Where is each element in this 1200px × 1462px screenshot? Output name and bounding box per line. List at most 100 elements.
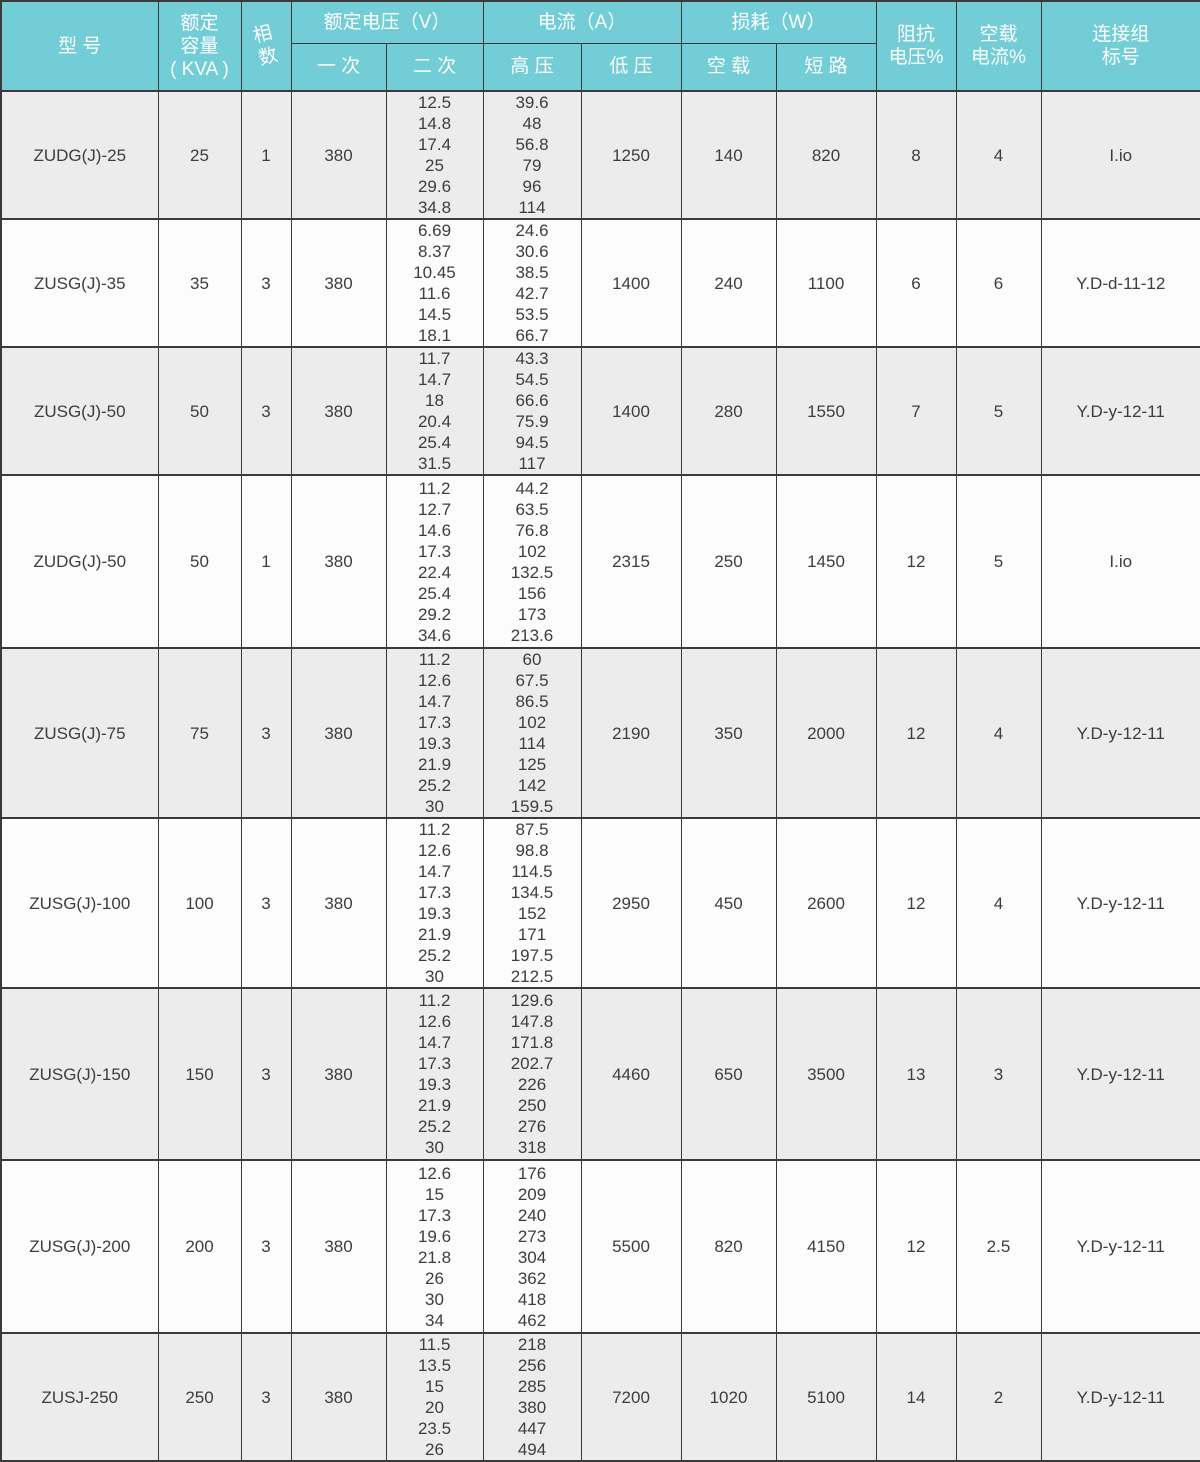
- header-impedance-voltage: 阻抗 电压%: [875, 0, 957, 92]
- impedance-voltage-cell: 13: [875, 987, 957, 1161]
- impedance-voltage-cell: 14: [875, 1332, 957, 1462]
- table-row: ZUDG(J)-25 25 1 380 12.5 14.8 17.4 25 29.6 3…: [0, 90, 1200, 220]
- noload-current-cell: 5: [955, 346, 1042, 476]
- connection-cell: I.io: [1040, 90, 1200, 220]
- model-cell: ZUSG(J)-100: [0, 817, 159, 989]
- connection-cell: Y.D-y-12-11: [1040, 987, 1200, 1161]
- model-cell: ZUDG(J)-50: [0, 474, 159, 649]
- table-row: ZUSG(J)-50 50 3 380 11.7 14.7 18 20.4 25.4 3…: [0, 346, 1200, 476]
- phase-cell: 3: [240, 346, 292, 476]
- short-loss-cell: 820: [775, 90, 877, 220]
- header-current-hv: 高 压: [482, 42, 582, 92]
- noload-current-cell: 6: [955, 218, 1042, 348]
- lv-current-cell: 1250: [580, 90, 682, 220]
- secondary-voltage-cell: 11.2 12.6 14.7 17.3 19.3 21.9 25.2 30: [385, 647, 484, 819]
- lv-current-cell: 2950: [580, 817, 682, 989]
- phase-cell: 3: [240, 1332, 292, 1462]
- header-voltage-primary: 一 次: [290, 42, 387, 92]
- capacity-cell: 150: [157, 987, 242, 1161]
- noload-loss-cell: 820: [680, 1159, 777, 1334]
- phase-cell: 1: [240, 474, 292, 649]
- noload-loss-cell: 650: [680, 987, 777, 1161]
- secondary-voltage-cell: 11.2 12.6 14.7 17.3 19.3 21.9 25.2 30: [385, 987, 484, 1161]
- hv-current-cell: 60 67.5 86.5 102 114 125 142 159.5: [482, 647, 582, 819]
- primary-voltage-cell: 380: [290, 1159, 387, 1334]
- noload-loss-cell: 140: [680, 90, 777, 220]
- phase-cell: 3: [240, 647, 292, 819]
- header-current-group: 电流（A）: [482, 0, 682, 44]
- phase-cell: 3: [240, 218, 292, 348]
- short-loss-cell: 1550: [775, 346, 877, 476]
- secondary-voltage-cell: 11.7 14.7 18 20.4 25.4 31.5: [385, 346, 484, 476]
- table-row: ZUSJ-250 250 3 380 11.5 13.5 15 20 23.5 26 21…: [0, 1332, 1200, 1462]
- phase-cell: 3: [240, 817, 292, 989]
- header-capacity: 额定 容量 ( KVA ): [157, 0, 242, 92]
- table-body: ZUDG(J)-25 25 1 380 12.5 14.8 17.4 25 29.6 3…: [0, 90, 1200, 1462]
- lv-current-cell: 4460: [580, 987, 682, 1161]
- secondary-voltage-cell: 11.5 13.5 15 20 23.5 26: [385, 1332, 484, 1462]
- model-cell: ZUSG(J)-50: [0, 346, 159, 476]
- impedance-voltage-cell: 12: [875, 474, 957, 649]
- primary-voltage-cell: 380: [290, 346, 387, 476]
- noload-loss-cell: 1020: [680, 1332, 777, 1462]
- connection-cell: Y.D-d-11-12: [1040, 218, 1200, 348]
- table-row: ZUSG(J)-200 200 3 380 12.6 15 17.3 19.6 21.8…: [0, 1159, 1200, 1334]
- short-loss-cell: 3500: [775, 987, 877, 1161]
- capacity-cell: 35: [157, 218, 242, 348]
- short-loss-cell: 1100: [775, 218, 877, 348]
- noload-current-cell: 3: [955, 987, 1042, 1161]
- impedance-voltage-cell: 12: [875, 1159, 957, 1334]
- capacity-cell: 50: [157, 474, 242, 649]
- primary-voltage-cell: 380: [290, 647, 387, 819]
- secondary-voltage-cell: 6.69 8.37 10.45 11.6 14.5 18.1: [385, 218, 484, 348]
- lv-current-cell: 1400: [580, 346, 682, 476]
- noload-loss-cell: 450: [680, 817, 777, 989]
- short-loss-cell: 5100: [775, 1332, 877, 1462]
- phase-cell: 3: [240, 1159, 292, 1334]
- model-cell: ZUSG(J)-35: [0, 218, 159, 348]
- connection-cell: Y.D-y-12-11: [1040, 346, 1200, 476]
- header-rated-voltage-group: 额定电压（V）: [290, 0, 484, 44]
- noload-current-cell: 4: [955, 817, 1042, 989]
- capacity-cell: 75: [157, 647, 242, 819]
- secondary-voltage-cell: 12.5 14.8 17.4 25 29.6 34.8: [385, 90, 484, 220]
- hv-current-cell: 129.6 147.8 171.8 202.7 226 250 276 318: [482, 987, 582, 1161]
- model-cell: ZUSG(J)-150: [0, 987, 159, 1161]
- noload-current-cell: 5: [955, 474, 1042, 649]
- lv-current-cell: 2315: [580, 474, 682, 649]
- hv-current-cell: 44.2 63.5 76.8 102 132.5 156 173 213.6: [482, 474, 582, 649]
- header-loss-short: 短 路: [775, 42, 877, 92]
- capacity-cell: 50: [157, 346, 242, 476]
- primary-voltage-cell: 380: [290, 90, 387, 220]
- noload-loss-cell: 350: [680, 647, 777, 819]
- connection-cell: Y.D-y-12-11: [1040, 647, 1200, 819]
- header-model: 型 号: [0, 0, 159, 92]
- secondary-voltage-cell: 12.6 15 17.3 19.6 21.8 26 30 34: [385, 1159, 484, 1334]
- table-row: ZUSG(J)-35 35 3 380 6.69 8.37 10.45 11.6 14.…: [0, 218, 1200, 348]
- phase-cell: 1: [240, 90, 292, 220]
- hv-current-cell: 24.6 30.6 38.5 42.7 53.5 66.7: [482, 218, 582, 348]
- table-row: ZUSG(J)-100 100 3 380 11.2 12.6 14.7 17.3 19…: [0, 817, 1200, 989]
- lv-current-cell: 5500: [580, 1159, 682, 1334]
- header-phase-label: 相 数: [251, 22, 281, 70]
- noload-loss-cell: 240: [680, 218, 777, 348]
- table-header: 型 号 额定 容量 ( KVA ) 相 数 额定电压（V） 电流（A） 损耗（W…: [0, 0, 1200, 92]
- model-cell: ZUSJ-250: [0, 1332, 159, 1462]
- short-loss-cell: 1450: [775, 474, 877, 649]
- lv-current-cell: 2190: [580, 647, 682, 819]
- secondary-voltage-cell: 11.2 12.6 14.7 17.3 19.3 21.9 25.2 30: [385, 817, 484, 989]
- model-cell: ZUDG(J)-25: [0, 90, 159, 220]
- impedance-voltage-cell: 7: [875, 346, 957, 476]
- header-loss-noload: 空 载: [680, 42, 777, 92]
- short-loss-cell: 2600: [775, 817, 877, 989]
- noload-current-cell: 4: [955, 90, 1042, 220]
- connection-cell: Y.D-y-12-11: [1040, 1332, 1200, 1462]
- header-noload-current: 空载 电流%: [955, 0, 1042, 92]
- capacity-cell: 25: [157, 90, 242, 220]
- primary-voltage-cell: 380: [290, 218, 387, 348]
- primary-voltage-cell: 380: [290, 1332, 387, 1462]
- noload-current-cell: 4: [955, 647, 1042, 819]
- table-row: ZUSG(J)-75 75 3 380 11.2 12.6 14.7 17.3 19.3…: [0, 647, 1200, 819]
- capacity-cell: 200: [157, 1159, 242, 1334]
- header-voltage-secondary: 二 次: [385, 42, 484, 92]
